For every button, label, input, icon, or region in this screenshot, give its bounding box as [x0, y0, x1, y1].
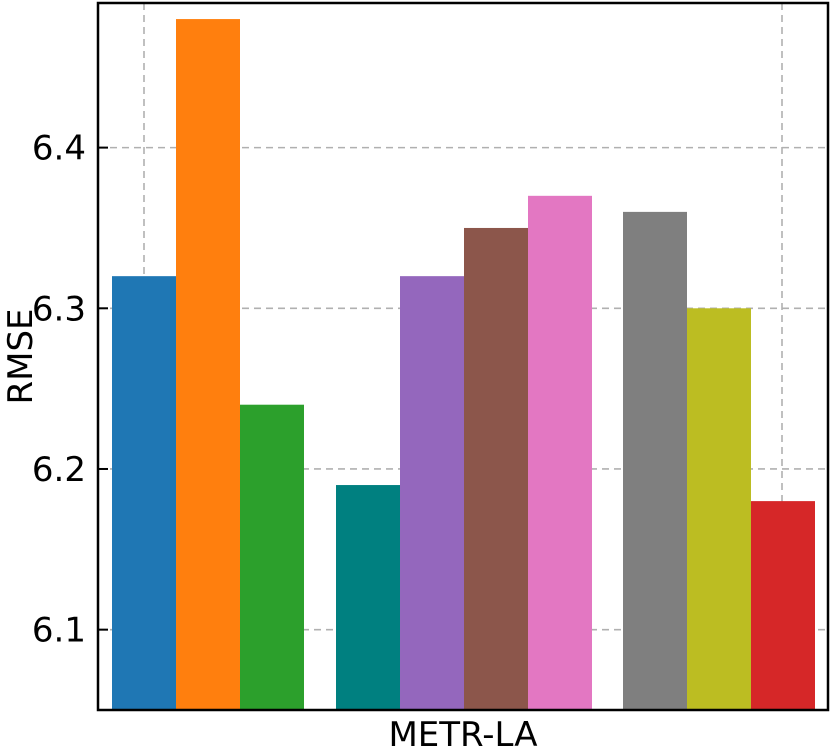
bar — [464, 227, 528, 711]
y-tick-label: 6.4 — [32, 129, 86, 169]
bar-group — [623, 211, 815, 711]
bar — [112, 276, 176, 710]
bar — [623, 211, 687, 711]
bar-group — [112, 19, 304, 711]
bars — [112, 19, 815, 711]
bar — [176, 19, 240, 711]
bar — [528, 195, 592, 710]
bar — [687, 308, 751, 710]
bar — [400, 276, 464, 710]
y-tick-label: 6.1 — [32, 611, 86, 651]
y-tick-label: 6.2 — [32, 450, 86, 490]
bar — [751, 501, 815, 710]
labels: METR-LA RMSE 6.1 6.2 6.3 6.4 — [1, 129, 538, 755]
y-axis-label: RMSE — [1, 308, 41, 404]
bar-group — [336, 195, 592, 711]
bar — [240, 404, 304, 710]
plot-frame — [96, 1, 830, 712]
x-axis-label: METR-LA — [388, 715, 537, 750]
axes — [96, 1, 830, 712]
y-tick-label: 6.3 — [32, 289, 86, 329]
bar — [336, 485, 400, 710]
